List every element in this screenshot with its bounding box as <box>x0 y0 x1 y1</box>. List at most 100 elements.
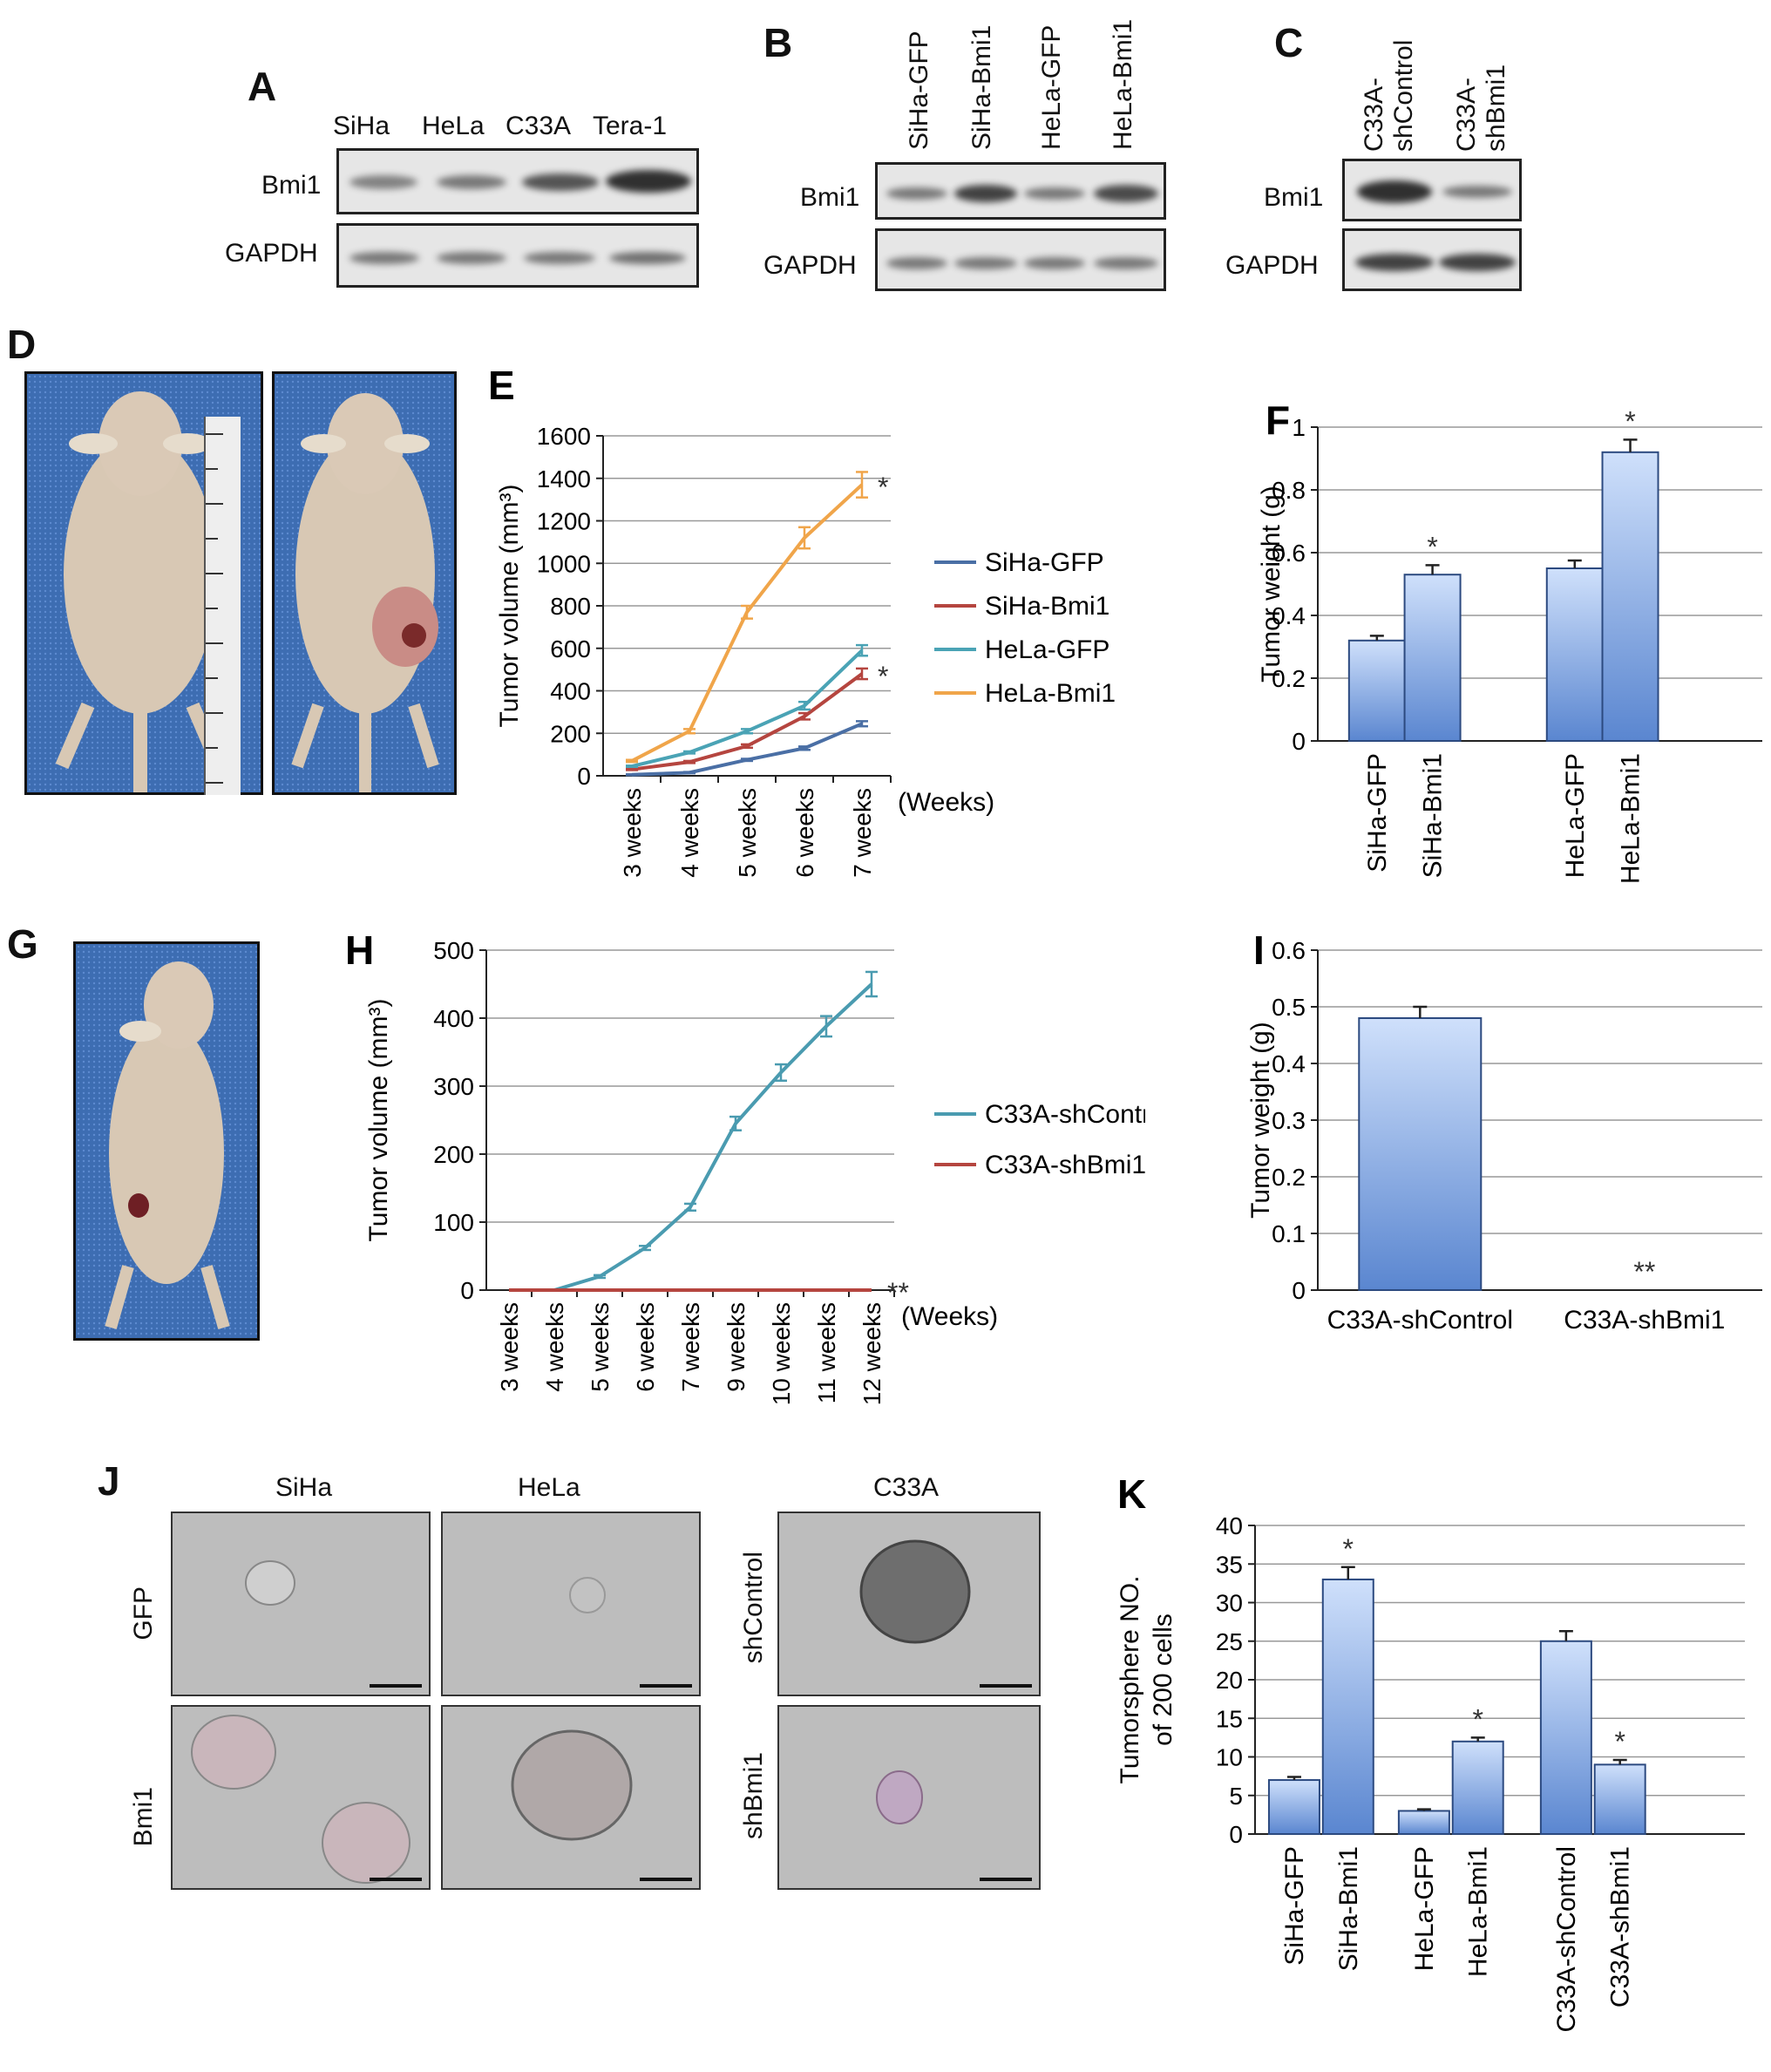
y-tick-label: 1600 <box>537 423 591 450</box>
y-axis-label: of 200 cells <box>1149 1613 1177 1746</box>
y-axis-label: Tumor volume (mm³) <box>364 999 393 1242</box>
x-tick-label: 6 weeks <box>632 1302 659 1392</box>
bar <box>1267 1779 1320 1835</box>
y-tick-label: 0.6 <box>1272 540 1306 567</box>
y-tick-label: 10 <box>1216 1744 1243 1771</box>
row-label: GAPDH <box>1225 251 1319 280</box>
row-label: Bmi1 <box>261 171 322 200</box>
y-tick-label: 0.4 <box>1272 1050 1306 1077</box>
bar <box>1545 567 1604 742</box>
column-label: SiHa <box>275 1473 333 1502</box>
panel-b-letter: B <box>763 20 793 65</box>
y-tick-label: 0.1 <box>1272 1220 1306 1247</box>
bar <box>1451 1740 1504 1835</box>
panel-a-letter: A <box>248 64 277 109</box>
y-tick-label: 0.8 <box>1272 477 1306 504</box>
x-tick-label: HeLa-Bmi1 <box>1464 1846 1493 1977</box>
micrograph-c33a-shcontrol <box>777 1512 1041 1696</box>
y-tick-label: 400 <box>433 1005 474 1032</box>
y-tick-label: 0.6 <box>1272 937 1306 964</box>
micrograph-hela-bmi1 <box>441 1705 701 1890</box>
y-tick-label: 30 <box>1216 1590 1243 1617</box>
y-tick-label: 0 <box>1229 1821 1243 1848</box>
bar <box>1593 1763 1646 1836</box>
bar <box>1601 451 1659 743</box>
legend-label: HeLa-GFP <box>985 635 1109 664</box>
row-label: Bmi1 <box>800 183 860 212</box>
lane-label: SiHa <box>333 112 390 140</box>
y-tick-label: 1000 <box>537 550 591 577</box>
x-tick-label: C33A-shControl <box>1327 1306 1513 1335</box>
bar <box>1397 1810 1450 1836</box>
x-tick-label: 4 weeks <box>676 788 703 878</box>
y-tick-label: 0.3 <box>1272 1107 1306 1134</box>
legend-label: C33A-shBmi1 <box>985 1151 1145 1179</box>
chart-f: F 0 0.2 0.4 0.6 0.8 1 Tumor weight (g) SiHa-GFP *… <box>1257 397 1762 884</box>
bar <box>1321 1578 1374 1835</box>
y-tick-label: 1400 <box>537 465 591 493</box>
bar <box>1403 574 1462 742</box>
y-tick-label: 0 <box>1292 1277 1306 1304</box>
row-label: shControl <box>739 1552 768 1664</box>
x-tick-label: 10 weeks <box>768 1302 795 1405</box>
western-blot-bmi1 <box>1342 159 1522 221</box>
y-tick-label: 0.4 <box>1272 602 1306 629</box>
y-tick-label: 35 <box>1216 1551 1243 1578</box>
x-tick-label: 9 weeks <box>723 1302 750 1392</box>
significance-mark: ** <box>887 1277 909 1308</box>
series-line <box>509 982 873 1292</box>
y-axis-label: Tumorsphere NO. <box>1116 1576 1144 1784</box>
y-tick-label: 200 <box>550 720 591 747</box>
mouse-photo-c33a <box>73 941 260 1341</box>
significance-mark: * <box>1427 531 1437 562</box>
panel-j-letter: J <box>98 1458 120 1504</box>
series-line <box>631 483 864 763</box>
x-tick-label: C33A-shBmi1 <box>1564 1306 1725 1335</box>
x-tick-label: 12 weeks <box>858 1302 886 1405</box>
y-tick-label: 25 <box>1216 1628 1243 1655</box>
y-tick-label: 40 <box>1216 1512 1243 1539</box>
row-label: shBmi1 <box>739 1752 768 1840</box>
panel-c-letter: C <box>1274 20 1304 65</box>
panel-letter: H <box>345 927 374 973</box>
panel-d-letter: D <box>7 322 37 367</box>
micrograph-c33a-shbmi1 <box>777 1705 1041 1890</box>
x-tick-label: 3 weeks <box>496 1302 523 1392</box>
x-tick-label: 3 weeks <box>619 788 646 878</box>
lane-label: HeLa-GFP <box>1037 24 1066 150</box>
y-tick-label: 600 <box>550 635 591 662</box>
x-tick-label: SiHa-Bmi1 <box>1334 1846 1363 1971</box>
column-label: C33A <box>873 1473 940 1502</box>
significance-mark: * <box>1625 405 1635 437</box>
panel-letter: E <box>488 363 515 408</box>
series-line <box>631 672 864 771</box>
row-label: Bmi1 <box>1264 183 1324 212</box>
chart-k: K 0 5 10 15 20 25 30 35 40 Tumorsphere NO. of 200 c… <box>1116 1471 1745 2032</box>
western-blot-gapdh <box>336 223 699 288</box>
panel-letter: K <box>1117 1471 1146 1517</box>
x-tick-label: SiHa-Bmi1 <box>1419 753 1448 878</box>
y-tick-label: 15 <box>1216 1705 1243 1732</box>
y-tick-label: 5 <box>1229 1783 1243 1810</box>
x-tick-label: SiHa-GFP <box>1363 753 1392 873</box>
panel-letter: I <box>1253 927 1265 973</box>
legend-label: HeLa-Bmi1 <box>985 679 1116 708</box>
x-unit-label: (Weeks) <box>901 1302 998 1331</box>
significance-mark: * <box>1472 1703 1483 1735</box>
x-tick-label: 7 weeks <box>677 1302 704 1392</box>
x-tick-label: HeLa-GFP <box>1561 753 1590 878</box>
lane-label: HeLa <box>422 112 485 140</box>
ruler <box>204 417 241 795</box>
y-tick-label: 0.5 <box>1272 994 1306 1021</box>
x-tick-label: HeLa-GFP <box>1410 1846 1439 1971</box>
y-tick-label: 0.2 <box>1272 1164 1306 1191</box>
chart-h: H 0 100 200 300 400 500 3 weeks 4 weeks 5 weeks 6 … <box>345 927 1145 1405</box>
row-label: GFP <box>129 1586 158 1641</box>
y-tick-label: 0 <box>577 763 591 790</box>
y-tick-label: 800 <box>550 593 591 620</box>
legend-label: SiHa-Bmi1 <box>985 592 1109 621</box>
x-tick-label: 5 weeks <box>587 1302 614 1392</box>
micrograph-siha-bmi1 <box>171 1705 431 1890</box>
x-tick-label: C33A-shControl <box>1552 1846 1581 2032</box>
y-tick-label: 100 <box>433 1209 474 1236</box>
